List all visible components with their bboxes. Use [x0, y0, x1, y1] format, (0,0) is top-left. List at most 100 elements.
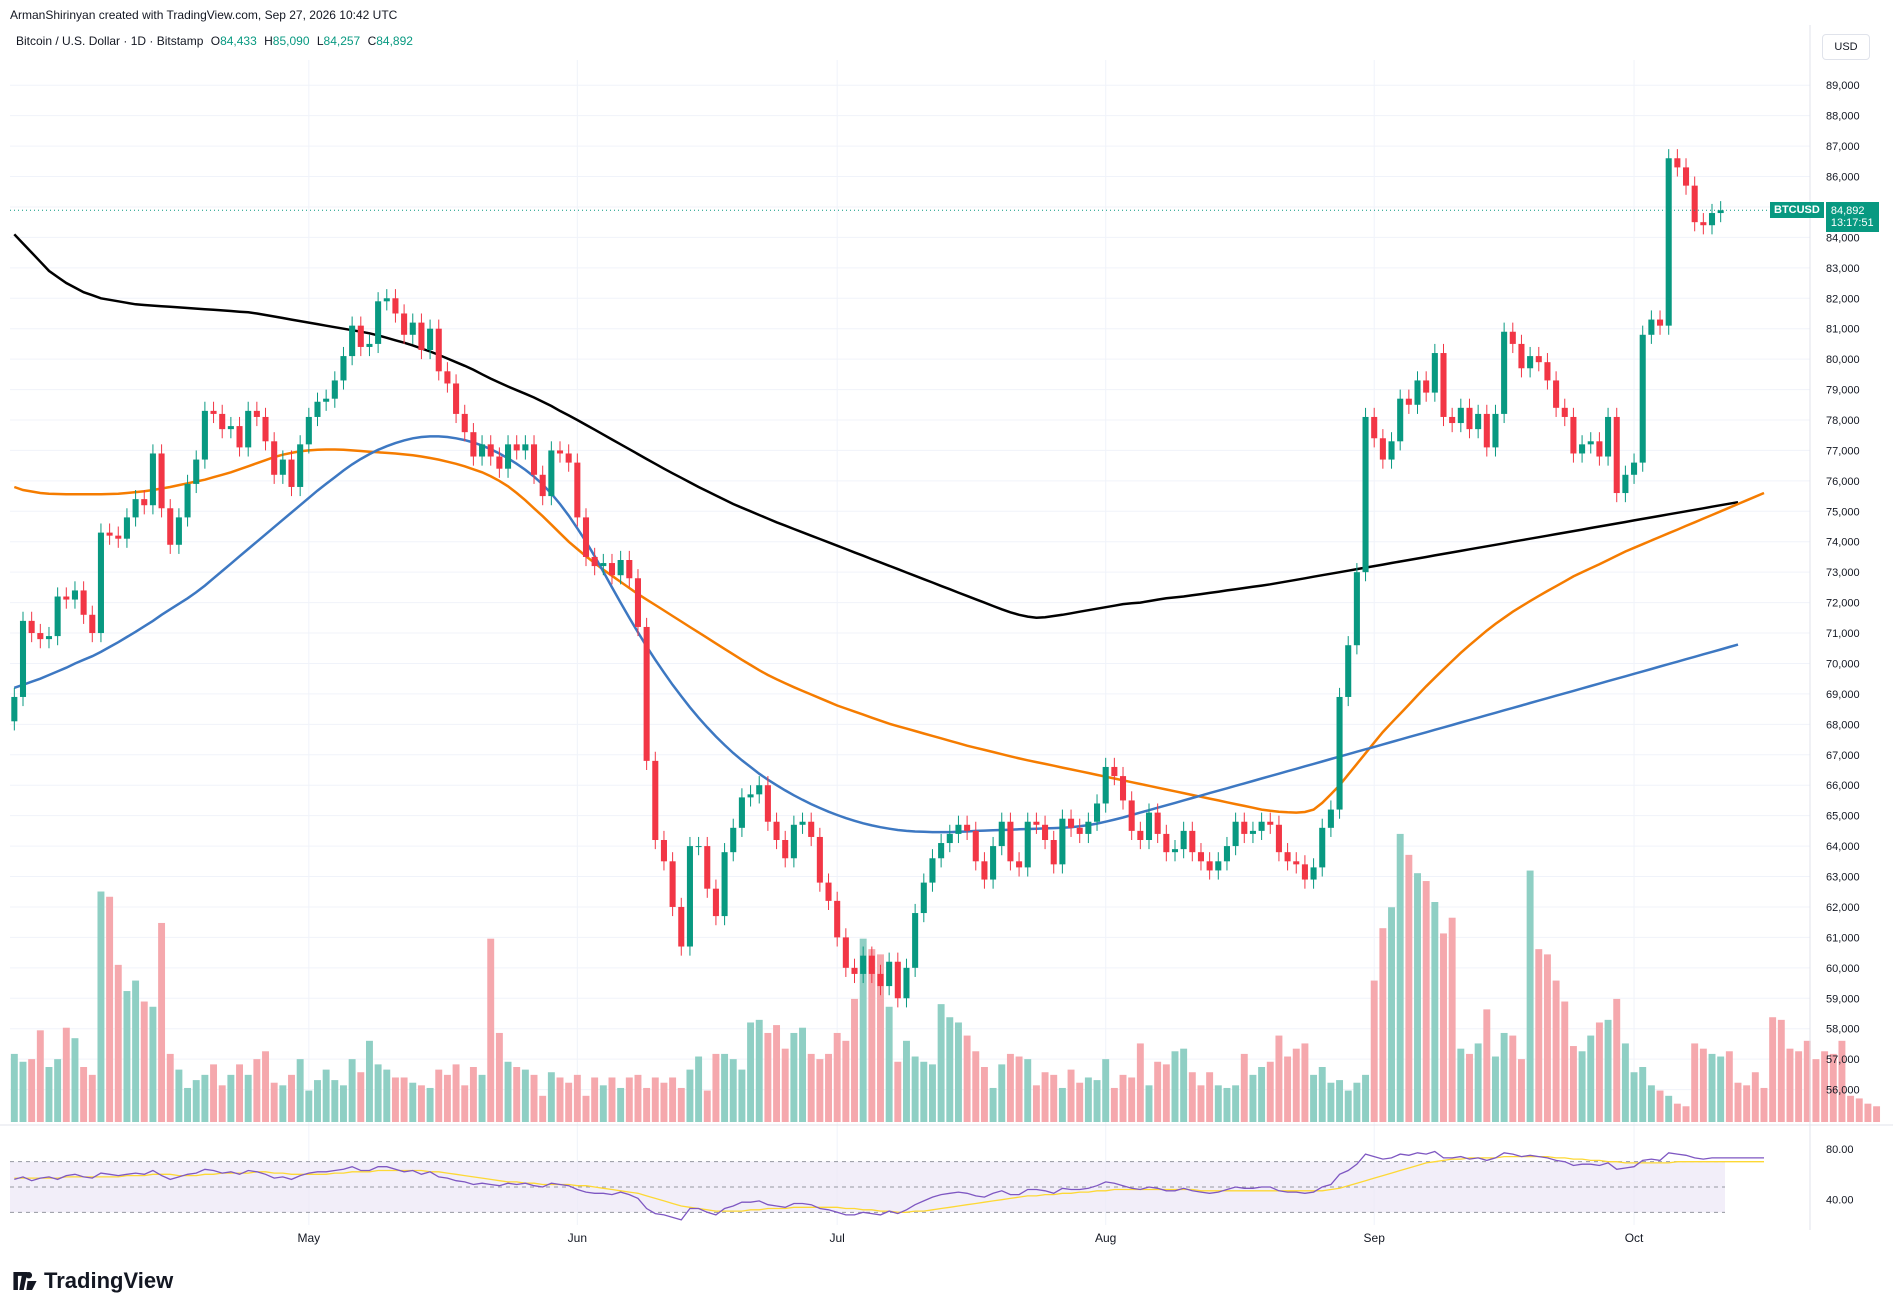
open-value: 84,433: [220, 34, 257, 48]
candle-body: [1171, 849, 1179, 853]
volume-bar: [859, 938, 867, 1122]
candle-body: [1457, 407, 1464, 424]
candle-body: [617, 560, 624, 576]
volume-bar: [340, 1085, 347, 1122]
volume-bar: [1647, 1085, 1655, 1122]
tradingview-logo[interactable]: TradingView: [12, 1268, 173, 1294]
candle-body: [1613, 416, 1620, 494]
candle-body: [1249, 830, 1256, 834]
candle-body: [80, 590, 87, 615]
candle-body: [834, 900, 841, 938]
candle-body: [522, 444, 529, 451]
candle-body: [1345, 645, 1352, 697]
candle-body: [461, 413, 468, 433]
candle-body: [539, 474, 546, 497]
volume-bar: [608, 1077, 616, 1122]
volume-bar: [1275, 1035, 1283, 1122]
volume-bar: [357, 1072, 365, 1122]
volume-bar: [643, 1087, 651, 1122]
volume-bar: [1431, 902, 1439, 1122]
volume-bar: [885, 1006, 893, 1122]
volume-bar: [88, 1074, 96, 1122]
candle-body: [964, 824, 971, 831]
candle-body: [1631, 462, 1638, 475]
volume-bar: [1595, 1022, 1603, 1122]
low-label: L: [316, 34, 324, 48]
candle-body: [444, 371, 451, 384]
volume-bar: [495, 1032, 503, 1122]
volume-bar: [487, 938, 495, 1122]
volume-bar: [1301, 1043, 1309, 1122]
candle-body: [1241, 821, 1248, 834]
volume-bar: [1639, 1067, 1647, 1122]
volume-bar: [989, 1087, 997, 1122]
price-tick-label: 60,000: [1826, 963, 1860, 975]
price-tick-label: 88,000: [1826, 111, 1860, 123]
candle-body: [773, 821, 780, 840]
volume-bar: [1665, 1095, 1673, 1122]
candle-body: [314, 401, 321, 417]
candle-body: [704, 846, 711, 889]
volume-bar: [1535, 949, 1543, 1122]
candle-body: [764, 785, 771, 822]
candle-body: [115, 535, 122, 539]
candle-body: [184, 483, 191, 518]
volume-bar: [80, 1067, 88, 1122]
volume-bar: [1760, 1087, 1768, 1122]
candle-body: [97, 532, 104, 634]
price-chart[interactable]: 56,000 57,000 58,000 59,000 60,000 61,000 62,0…: [0, 0, 1893, 1250]
volume-bar: [1414, 873, 1421, 1122]
candle-body: [686, 846, 693, 947]
volume-bar: [374, 1064, 382, 1122]
candle-body: [721, 852, 728, 917]
volume-bar: [19, 1061, 27, 1122]
volume-bar: [565, 1082, 573, 1122]
volume-bar: [1474, 1043, 1482, 1122]
candle-body: [1215, 861, 1222, 871]
volume-bar: [816, 1059, 824, 1122]
candle-body: [513, 444, 520, 451]
rsi-tick-label: 80.00: [1826, 1144, 1854, 1156]
volume-bar: [1483, 1009, 1491, 1122]
volume-bar: [599, 1085, 607, 1122]
volume-bar: [244, 1074, 252, 1122]
volume-bar: [1032, 1085, 1040, 1122]
volume-bar: [236, 1064, 243, 1122]
candle-body: [1535, 356, 1542, 363]
volume-bar: [1691, 1043, 1699, 1122]
volume-bar: [288, 1074, 295, 1122]
candle-body: [1319, 827, 1326, 868]
candle-body: [236, 426, 243, 448]
candle-body: [1301, 864, 1308, 880]
volume-bar: [391, 1077, 399, 1122]
volume-bar: [1336, 1080, 1344, 1122]
volume-bar: [1136, 1043, 1144, 1122]
volume-bar: [547, 1072, 555, 1122]
volume-bar: [712, 1053, 720, 1122]
candle-body: [1405, 398, 1412, 405]
candle-body: [808, 821, 815, 837]
volume-bar: [842, 1040, 850, 1122]
high-value: 85,090: [272, 34, 310, 48]
volume-bar: [1621, 1043, 1629, 1122]
candle-body: [89, 614, 96, 634]
candle-body: [634, 578, 641, 627]
volume-bar: [262, 1051, 269, 1122]
volume-bar: [1743, 1085, 1751, 1122]
volume-bar: [132, 980, 140, 1122]
volume-bar: [1093, 1080, 1101, 1122]
volume-bar: [1855, 1098, 1863, 1122]
price-tick-label: 82,000: [1826, 293, 1860, 305]
candle-body: [1102, 766, 1109, 804]
candle-body: [990, 846, 997, 880]
candle-body: [1492, 413, 1499, 448]
candle-body: [1587, 441, 1594, 445]
price-tick-label: 71,000: [1826, 628, 1860, 640]
volume-bar: [920, 1061, 928, 1122]
currency-button[interactable]: USD: [1822, 34, 1870, 60]
candle-body: [297, 444, 304, 487]
candle-body: [1267, 821, 1274, 825]
candle-body: [643, 626, 650, 761]
volume-bar: [1708, 1053, 1716, 1122]
volume-bar: [166, 1053, 174, 1122]
